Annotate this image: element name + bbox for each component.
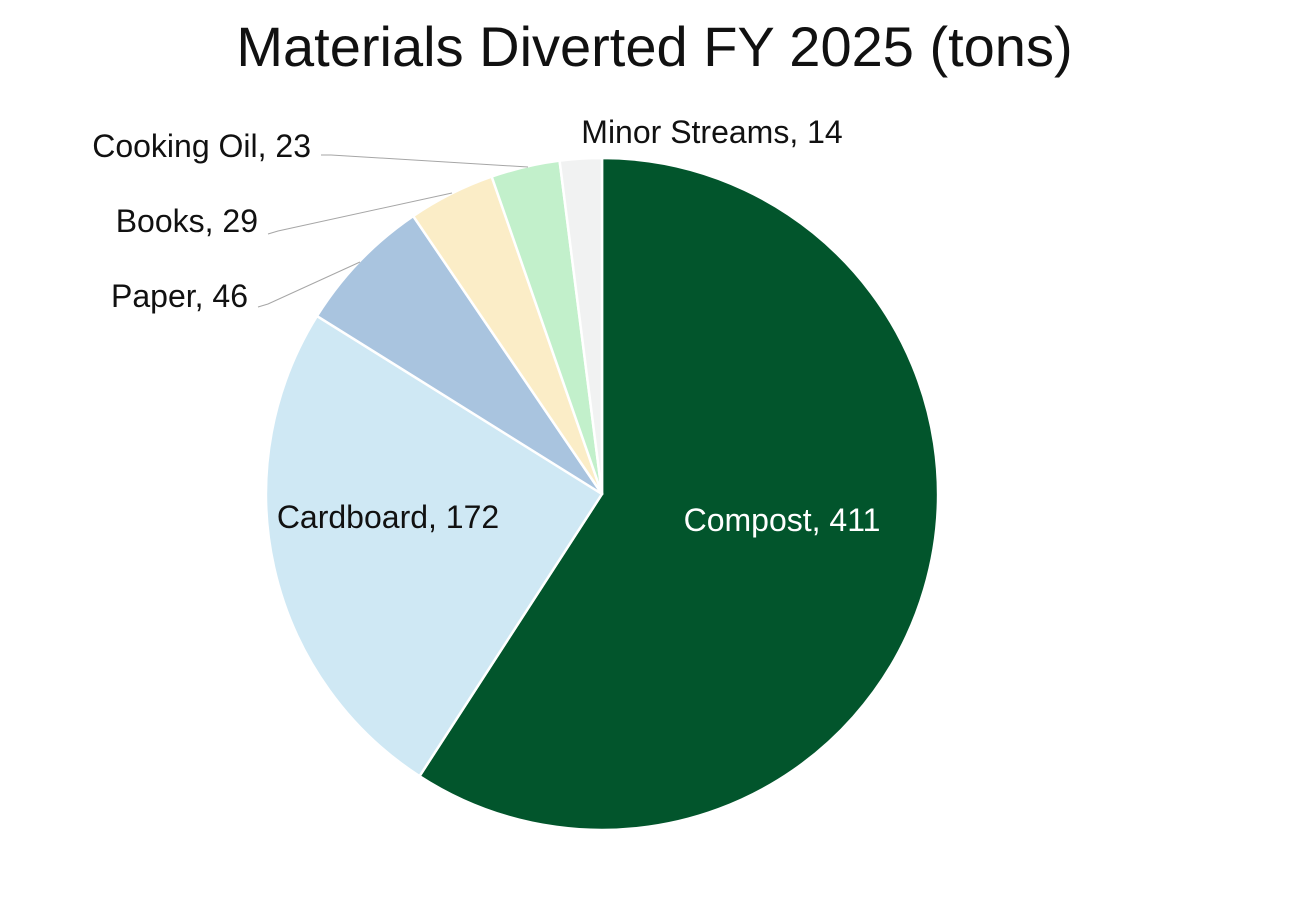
- chart-title: Materials Diverted FY 2025 (tons): [236, 15, 1073, 78]
- data-label-books: Books, 29: [116, 203, 258, 239]
- data-label-minor-streams: Minor Streams, 14: [581, 114, 842, 150]
- pie-slice-cardboard: [264, 314, 604, 778]
- slice-labels: Compost, 411 Cardboard, 172 Paper, 46 Books…: [92, 114, 880, 538]
- pie-slice-compost: [418, 156, 940, 832]
- data-label-compost: Compost, 411: [684, 502, 881, 538]
- pie-slice-paper: [315, 214, 604, 496]
- data-label-cardboard: Cardboard, 172: [277, 499, 499, 535]
- data-label-paper: Paper, 46: [111, 278, 248, 314]
- pie-slice-minor-streams: [558, 156, 604, 496]
- leader-lines: [257, 154, 529, 308]
- leader-line-cooking-oil: [321, 154, 529, 168]
- leader-line-paper: [257, 261, 361, 308]
- data-label-cooking-oil: Cooking Oil, 23: [92, 128, 311, 164]
- leader-line-books: [267, 192, 453, 235]
- pie-slices: [264, 156, 940, 832]
